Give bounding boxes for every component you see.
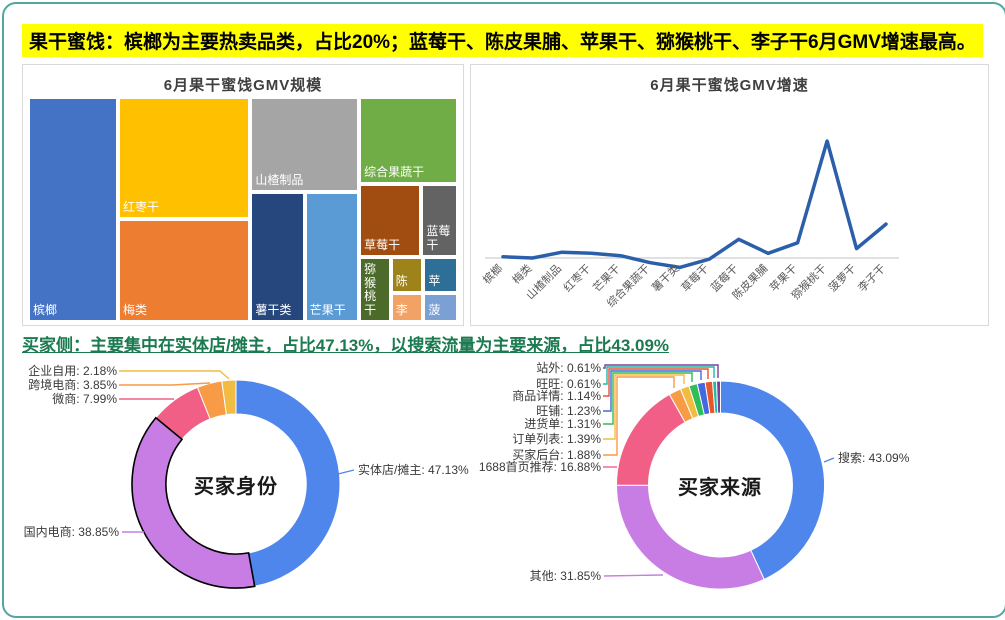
treemap-cell[interactable]: 李 [391, 293, 423, 321]
treemap-cell[interactable]: 薯干类 [251, 192, 304, 321]
treemap-cell-label: 李 [395, 303, 408, 318]
donut-label: 旺铺: 1.23% [536, 404, 601, 418]
treemap-cell[interactable]: 山楂制品 [251, 98, 359, 191]
treemap-cell[interactable]: 综合果蔬干 [360, 98, 457, 183]
treemap-cell-label: 梅类 [122, 303, 147, 318]
donut-label: 其他: 31.85% [529, 569, 601, 583]
donut-label: 微商: 7.99% [52, 392, 117, 406]
donut-label-connector [603, 370, 702, 412]
gmv-scale-panel: 6月果干蜜饯GMV规模 槟榔 红枣干梅类 山楂制品薯干类 芒果干 综合果蔬干草莓干 蓝莓干… [22, 64, 464, 326]
donut-label: 站外: 0.61% [536, 361, 601, 375]
treemap-cell[interactable]: 梅类 [118, 220, 250, 321]
donut-label: 国内电商: 38.85% [23, 525, 119, 539]
donut-label-connector [603, 372, 693, 425]
treemap-cell-label: 红枣干 [122, 200, 159, 215]
x-axis-label: 槟榔 [480, 261, 505, 286]
treemap-cell-label: 陈 [395, 274, 408, 289]
buyer-identity-donut [119, 370, 355, 589]
x-axis-label: 梅类 [509, 261, 534, 286]
treemap-cell[interactable]: 芒果干 [305, 192, 359, 321]
donut-label: 搜索: 43.09% [838, 451, 910, 465]
treemap-title: 6月果干蜜饯GMV规模 [163, 77, 323, 94]
buyer-source-donut [603, 364, 835, 590]
donut-label: 1688首页推荐: 16.88% [478, 460, 601, 474]
donut-label-connector [603, 376, 675, 456]
treemap-cell[interactable]: 红枣干 [118, 98, 250, 218]
treemap-cell-label: 山楂制品 [255, 173, 304, 188]
donut-label-connector [603, 574, 664, 577]
donut-label: 实体店/摊主: 47.13% [358, 463, 469, 477]
treemap-cell-label: 苹 [428, 274, 441, 289]
donut-label-connector [119, 382, 211, 386]
donut-label: 商品详情: 1.14% [512, 389, 601, 403]
donut-label-connector [603, 374, 685, 440]
headline-lead: 果干蜜饯：槟榔 [29, 32, 163, 53]
donut-label-connector [603, 364, 719, 378]
donut-label: 进货单: 1.31% [524, 417, 601, 431]
gmv-growth-panel: 6月果干蜜饯GMV增速 槟榔 梅类 山楂制品 红枣干 芒果干 综合果蔬干 薯干类 草莓干 蓝莓干… [470, 64, 989, 326]
treemap-cell[interactable]: 猕猴桃干 [360, 258, 390, 321]
treemap-cell[interactable]: 菠 [424, 293, 457, 321]
headline-banner: 果干蜜饯：槟榔为主要热卖品类，占比20%；蓝莓干、陈皮果脯、苹果干、猕猴桃干、李… [22, 24, 983, 57]
treemap-cell[interactable]: 草莓干 [360, 184, 421, 256]
donut-slice[interactable] [720, 380, 826, 581]
donut-label-connector [603, 368, 709, 397]
gmv-growth-line-chart: 槟榔 梅类山楂制品红枣干芒果干综合果蔬干薯干类草莓干蓝莓干陈皮果脯苹果干猕猴桃干菠… [480, 139, 899, 310]
donut-label-connector [603, 366, 715, 385]
treemap-cell[interactable]: 陈 [391, 258, 423, 292]
treemap-cell-label: 薯干类 [255, 303, 292, 318]
buyer-identity-chart: 买家身份 实体店/摊主: 47.13% 国内电商: 38.85% 微商: 7.99%… [22, 358, 482, 614]
donut-label: 跨境电商: 3.85% [28, 378, 117, 392]
treemap-cell[interactable]: 苹 [424, 258, 457, 292]
treemap-cell-label: 猕猴桃干 [364, 261, 377, 318]
x-axis-label: 李子干 [855, 261, 888, 294]
treemap-cell-label: 草莓干 [364, 238, 401, 253]
treemap-cell[interactable]: 槟榔 [29, 98, 117, 321]
donut-slice[interactable] [131, 416, 256, 589]
line-chart-title: 6月果干蜜饯GMV增速 [650, 77, 809, 94]
donut-slice[interactable] [235, 379, 341, 587]
buyer-section-header: 买家侧：主要集中在实体店/摊主，占比47.13%，以搜索流量为主要来源，占比43… [22, 336, 670, 355]
buyer-source-chart: 买家来源 搜索: 43.09% 其他: 31.85% 1688首页推荐: 16.88… [479, 358, 989, 614]
donut-label-connector [823, 457, 835, 463]
donut-label-connector [337, 469, 355, 475]
buyer-source-center-label: 买家来源 [678, 477, 762, 499]
headline-text: 为主要热卖品类，占比20%；蓝莓干、陈皮果脯、苹果干、猕猴桃干、李子干6月GMV… [162, 32, 976, 53]
treemap-cell-label: 综合果蔬干 [364, 165, 425, 180]
gmv-growth-series-line[interactable] [501, 139, 888, 270]
donut-label: 旺旺: 0.61% [536, 377, 601, 391]
donut-label: 买家后台: 1.88% [512, 448, 601, 462]
treemap-cell-label: 槟榔 [33, 303, 58, 318]
donut-slice[interactable] [615, 484, 765, 590]
donut-label-connector [119, 370, 230, 380]
treemap-cell-label: 芒果干 [309, 303, 346, 318]
treemap-cell-label: 菠 [428, 303, 441, 318]
x-axis-label: 红枣干 [561, 262, 594, 295]
donut-slice[interactable] [221, 379, 237, 416]
treemap-cell-label: 蓝莓干 [426, 224, 451, 253]
treemap-cell[interactable]: 蓝莓干 [422, 184, 457, 256]
treemap: 槟榔 红枣干梅类 山楂制品薯干类 芒果干 综合果蔬干草莓干 蓝莓干猕猴桃干 陈李 苹菠 [29, 98, 457, 321]
donut-label: 企业自用: 2.18% [28, 364, 117, 378]
donut-label: 订单列表: 1.39% [512, 432, 601, 446]
x-axis-label: 菠萝干 [826, 262, 859, 295]
donut-slice[interactable] [715, 380, 721, 414]
buyer-identity-center-label: 买家身份 [194, 476, 278, 498]
